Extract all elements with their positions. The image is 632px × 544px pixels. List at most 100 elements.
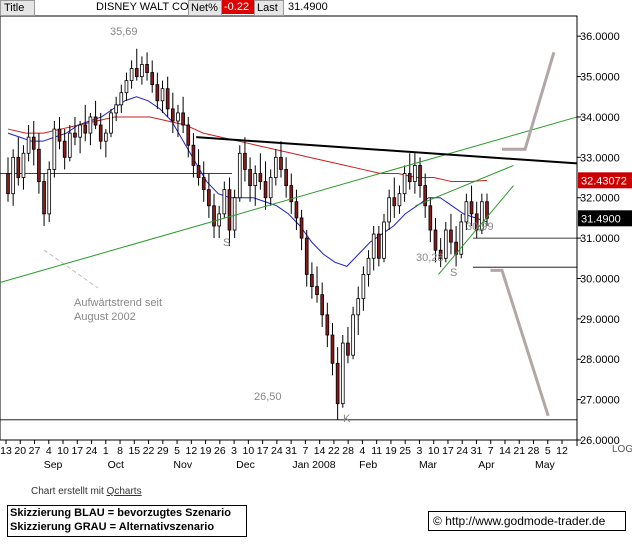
x-month-label: May <box>535 459 556 471</box>
credit-line: Chart erstellt mit Qcharts <box>31 486 142 497</box>
x-day-label: 13 <box>0 445 12 457</box>
candle-body <box>263 181 268 199</box>
x-day-label: 28 <box>528 445 540 457</box>
x-day-label: 20 <box>14 445 26 457</box>
candle-body <box>129 68 134 82</box>
last-price-tag <box>578 210 632 227</box>
x-day-label: 19 <box>385 445 397 457</box>
candle-body <box>160 88 165 102</box>
x-month-label: Jan 2008 <box>292 459 335 471</box>
x-day-label: 4 <box>46 445 52 457</box>
candle-body <box>181 112 185 126</box>
candle-body <box>186 124 191 146</box>
x-day-label: 27 <box>29 445 41 457</box>
x-day-label: 7 <box>302 445 308 457</box>
candle-body <box>232 197 237 231</box>
candle-body <box>26 136 31 154</box>
candle-body <box>438 249 443 259</box>
candle-body <box>253 173 258 187</box>
candle-body <box>351 314 355 356</box>
candle-body <box>176 112 180 122</box>
instrument-name: DISNEY WALT CO <box>96 1 189 13</box>
candle-body <box>222 189 227 215</box>
candle-body <box>382 221 386 259</box>
x-day-label: 31 <box>471 445 483 457</box>
candle-body <box>459 221 464 255</box>
x-day-label: 21 <box>513 445 525 457</box>
candle-body <box>237 152 242 199</box>
last-price-tag-text: 31.4900 <box>581 213 621 225</box>
candle-body <box>57 128 62 142</box>
candle-body <box>469 201 474 215</box>
y-tick-label: 27.0000 <box>580 395 620 407</box>
candle-body <box>114 104 118 114</box>
x-day-label: 10 <box>243 445 255 457</box>
x-day-label: 22 <box>143 445 155 457</box>
candle-body <box>371 233 376 259</box>
candle-body <box>315 286 319 296</box>
website-url: http://www.godmode-trader.de <box>445 514 606 528</box>
x-day-label: 11 <box>371 445 382 457</box>
candle-body <box>413 165 417 182</box>
candle-body <box>37 148 41 182</box>
candle-body <box>52 128 57 170</box>
x-day-label: 5 <box>174 445 180 457</box>
candle-body <box>171 108 175 122</box>
candle-body <box>11 156 15 195</box>
candle-body <box>31 136 36 150</box>
x-axis: 13 20 27 4 10 17 24 1 8 15 22 29 5 12 19 26 3 10 17 24 31 7 14… <box>0 440 568 471</box>
grey-alternative-arrow <box>490 268 550 417</box>
candle-body <box>402 173 407 195</box>
trend-note-line1: Aufwärtstrend seit <box>74 297 163 309</box>
last-value: 31.4900 <box>288 1 328 13</box>
x-day-label: 10 <box>428 445 440 457</box>
ma-fast-line <box>7 96 488 267</box>
credit-link[interactable]: Qcharts <box>106 486 142 497</box>
y-tick-label: 34.0000 <box>580 112 620 124</box>
x-month-label: Sep <box>44 459 63 471</box>
candle-body <box>134 68 139 77</box>
candle-body <box>42 181 46 215</box>
green-long-term-trendline <box>0 116 578 283</box>
candle-body <box>6 173 10 195</box>
candle-body <box>289 185 294 203</box>
x-month-label: Dec <box>236 459 255 471</box>
legend-line-grey: Skizzierung GRAU = Alternativszenario <box>10 521 215 533</box>
candle-body <box>145 64 149 73</box>
candle-body <box>320 294 324 316</box>
candle-body <box>294 201 299 219</box>
candle-body <box>140 64 144 77</box>
candle-body <box>304 237 309 275</box>
website-link[interactable]: © http://www.godmode-trader.de <box>428 511 626 531</box>
candle-body <box>227 189 232 231</box>
x-day-label: 7 <box>488 445 494 457</box>
label-s-left: S <box>223 237 231 249</box>
candle-body <box>361 274 366 300</box>
candle-body <box>124 80 129 94</box>
annotation-low-apr: 30,99 <box>466 221 494 233</box>
candle-body <box>356 298 361 316</box>
candle-body <box>191 144 196 166</box>
green-channel-upper-trendline <box>415 164 514 207</box>
candle-body <box>346 342 350 356</box>
candle-body <box>464 201 469 223</box>
label-s-right: S <box>450 267 458 279</box>
annotation-high: 35,69 <box>110 26 138 38</box>
title-label: Title <box>0 0 35 16</box>
candle-body <box>78 124 82 138</box>
candle-body <box>433 229 438 251</box>
candle-body <box>62 140 67 158</box>
x-day-label: 19 <box>200 445 212 457</box>
x-month-label: Mar <box>419 459 438 471</box>
candle-body <box>418 165 422 187</box>
trend-note-line2: August 2002 <box>74 311 136 323</box>
green-channel-lower-trendline <box>438 185 514 275</box>
x-month-label: Feb <box>359 459 377 471</box>
candle-body <box>165 88 170 110</box>
x-day-label: 24 <box>86 445 98 457</box>
candle-body <box>93 116 98 126</box>
candle-body <box>299 217 304 239</box>
x-day-label: 12 <box>185 445 197 457</box>
candle-body <box>83 124 88 134</box>
